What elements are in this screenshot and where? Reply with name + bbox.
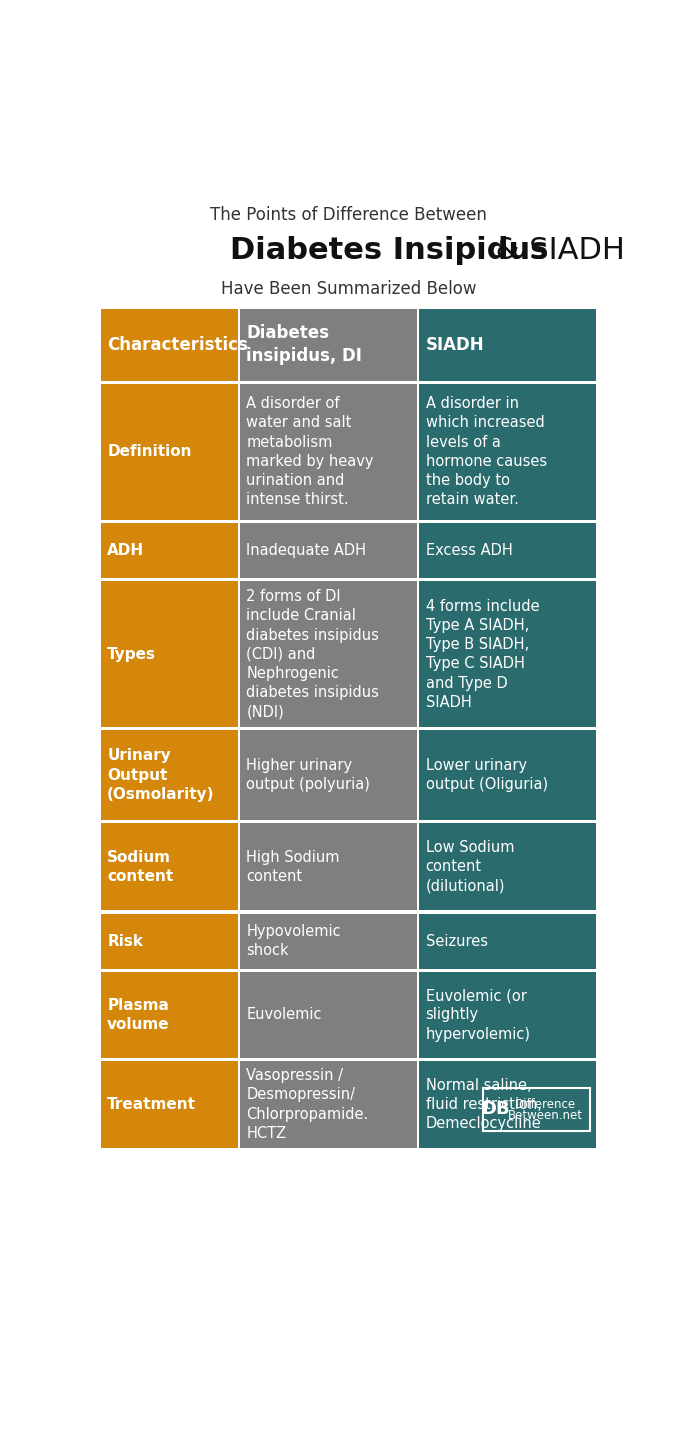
Bar <box>240 581 418 728</box>
Bar <box>240 913 418 969</box>
Text: Euvolemic: Euvolemic <box>246 1008 322 1022</box>
Bar <box>419 731 596 820</box>
Text: Diabetes
insipidus, DI: Diabetes insipidus, DI <box>246 325 362 365</box>
Bar <box>240 384 418 519</box>
Text: A disorder in
which increased
levels of a
hormone causes
the body to
retain wate: A disorder in which increased levels of … <box>426 397 547 508</box>
Bar <box>419 913 596 969</box>
Bar <box>240 731 418 820</box>
Text: Risk: Risk <box>107 933 143 949</box>
Text: Definition: Definition <box>107 444 192 459</box>
Bar <box>483 1087 590 1130</box>
Text: Difference: Difference <box>515 1097 576 1110</box>
Bar <box>419 1061 596 1148</box>
Bar <box>419 384 596 519</box>
Text: Vasopressin /
Desmopressin/
Chlorpropamide.
HCTZ: Vasopressin / Desmopressin/ Chlorpropami… <box>246 1068 369 1140</box>
Text: Lower urinary
output (Oliguria): Lower urinary output (Oliguria) <box>426 758 547 792</box>
Bar <box>419 823 596 910</box>
Text: & SIADH: & SIADH <box>486 236 624 265</box>
Bar <box>101 972 238 1057</box>
Text: Sodium
content: Sodium content <box>107 850 173 884</box>
Bar <box>101 523 238 578</box>
Text: Between.net: Between.net <box>508 1109 583 1122</box>
Bar <box>240 823 418 910</box>
Bar <box>101 823 238 910</box>
Text: Urinary
Output
(Osmolarity): Urinary Output (Osmolarity) <box>107 748 215 802</box>
Text: Seizures: Seizures <box>426 933 488 949</box>
Bar <box>101 731 238 820</box>
Text: Characteristics: Characteristics <box>107 336 248 354</box>
Text: Diabetes Insipidus: Diabetes Insipidus <box>230 236 548 265</box>
Bar <box>240 1061 418 1148</box>
Text: Excess ADH: Excess ADH <box>426 544 512 558</box>
Text: Normal saline,
fluid restriction,
Demeclocycline: Normal saline, fluid restriction, Demecl… <box>426 1078 541 1132</box>
Text: Euvolemic (or
slightly
hypervolemic): Euvolemic (or slightly hypervolemic) <box>426 988 530 1041</box>
Text: ADH: ADH <box>107 544 144 558</box>
Bar <box>240 972 418 1057</box>
Bar <box>240 523 418 578</box>
Text: SIADH: SIADH <box>426 336 484 354</box>
Text: 2 forms of DI
include Cranial
diabetes insipidus
(CDI) and
Nephrogenic
diabetes : 2 forms of DI include Cranial diabetes i… <box>246 590 379 719</box>
Bar <box>419 972 596 1057</box>
Text: Inadequate ADH: Inadequate ADH <box>246 544 367 558</box>
Bar <box>101 581 238 728</box>
Text: Have Been Summarized Below: Have Been Summarized Below <box>221 280 476 298</box>
Text: The Points of Difference Between: The Points of Difference Between <box>210 206 487 224</box>
Bar <box>419 523 596 578</box>
Text: High Sodium
content: High Sodium content <box>246 850 340 884</box>
Text: 4 forms include
Type A SIADH,
Type B SIADH,
Type C SIADH
and Type D
SIADH: 4 forms include Type A SIADH, Type B SIA… <box>426 598 539 710</box>
Bar <box>419 581 596 728</box>
Text: Treatment: Treatment <box>107 1097 196 1112</box>
Text: DB: DB <box>481 1100 510 1119</box>
Text: Higher urinary
output (polyuria): Higher urinary output (polyuria) <box>246 758 371 792</box>
Text: Types: Types <box>107 647 156 661</box>
Bar <box>240 309 418 381</box>
Bar <box>101 384 238 519</box>
Text: A disorder of
water and salt
metabolism
marked by heavy
urination and
intense th: A disorder of water and salt metabolism … <box>246 397 374 508</box>
Bar <box>419 309 596 381</box>
Bar <box>101 913 238 969</box>
Text: Plasma
volume: Plasma volume <box>107 998 170 1032</box>
Bar <box>101 1061 238 1148</box>
Text: Hypovolemic
shock: Hypovolemic shock <box>246 925 341 959</box>
Bar <box>101 309 238 381</box>
Text: Low Sodium
content
(dilutional): Low Sodium content (dilutional) <box>426 840 514 893</box>
